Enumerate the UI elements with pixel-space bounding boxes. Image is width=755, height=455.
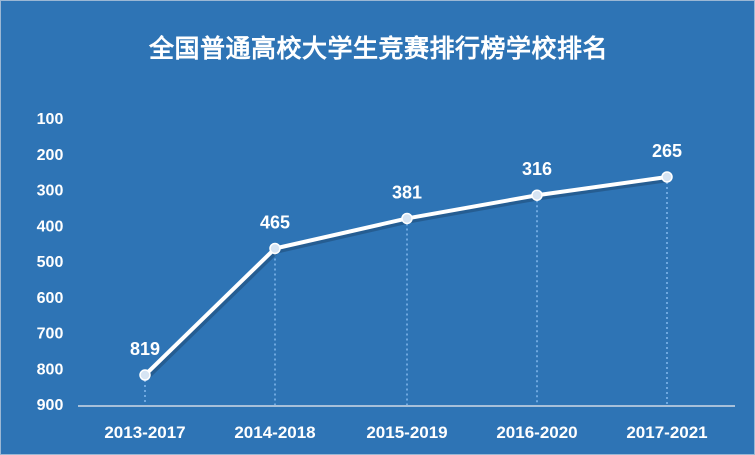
data-label: 316 xyxy=(522,159,552,179)
data-point xyxy=(401,212,413,225)
y-tick-label: 600 xyxy=(37,290,64,307)
chart-title: 全国普通高校大学生竞赛排行榜学校排名 xyxy=(148,34,608,63)
y-tick-label: 800 xyxy=(37,361,64,378)
data-label: 381 xyxy=(392,182,422,202)
y-tick-label: 100 xyxy=(37,111,64,128)
data-label: 265 xyxy=(652,141,682,161)
data-point xyxy=(531,189,543,201)
x-tick-label: 2013-2017 xyxy=(104,423,185,442)
data-point xyxy=(661,171,673,183)
x-tick-label: 2015-2019 xyxy=(366,423,447,442)
data-label: 819 xyxy=(130,339,160,359)
data-point xyxy=(139,369,151,381)
x-tick-label: 2017-2021 xyxy=(626,423,707,442)
x-tick-label: 2016-2020 xyxy=(496,423,577,442)
y-tick-label: 500 xyxy=(37,254,64,271)
y-tick-label: 900 xyxy=(37,397,64,414)
x-tick-label: 2014-2018 xyxy=(234,423,315,442)
y-tick-label: 300 xyxy=(37,183,64,200)
y-tick-label: 400 xyxy=(37,218,64,235)
data-point xyxy=(269,242,281,255)
y-tick-label: 700 xyxy=(37,326,64,343)
data-label: 465 xyxy=(260,212,290,232)
y-tick-label: 200 xyxy=(37,147,64,164)
